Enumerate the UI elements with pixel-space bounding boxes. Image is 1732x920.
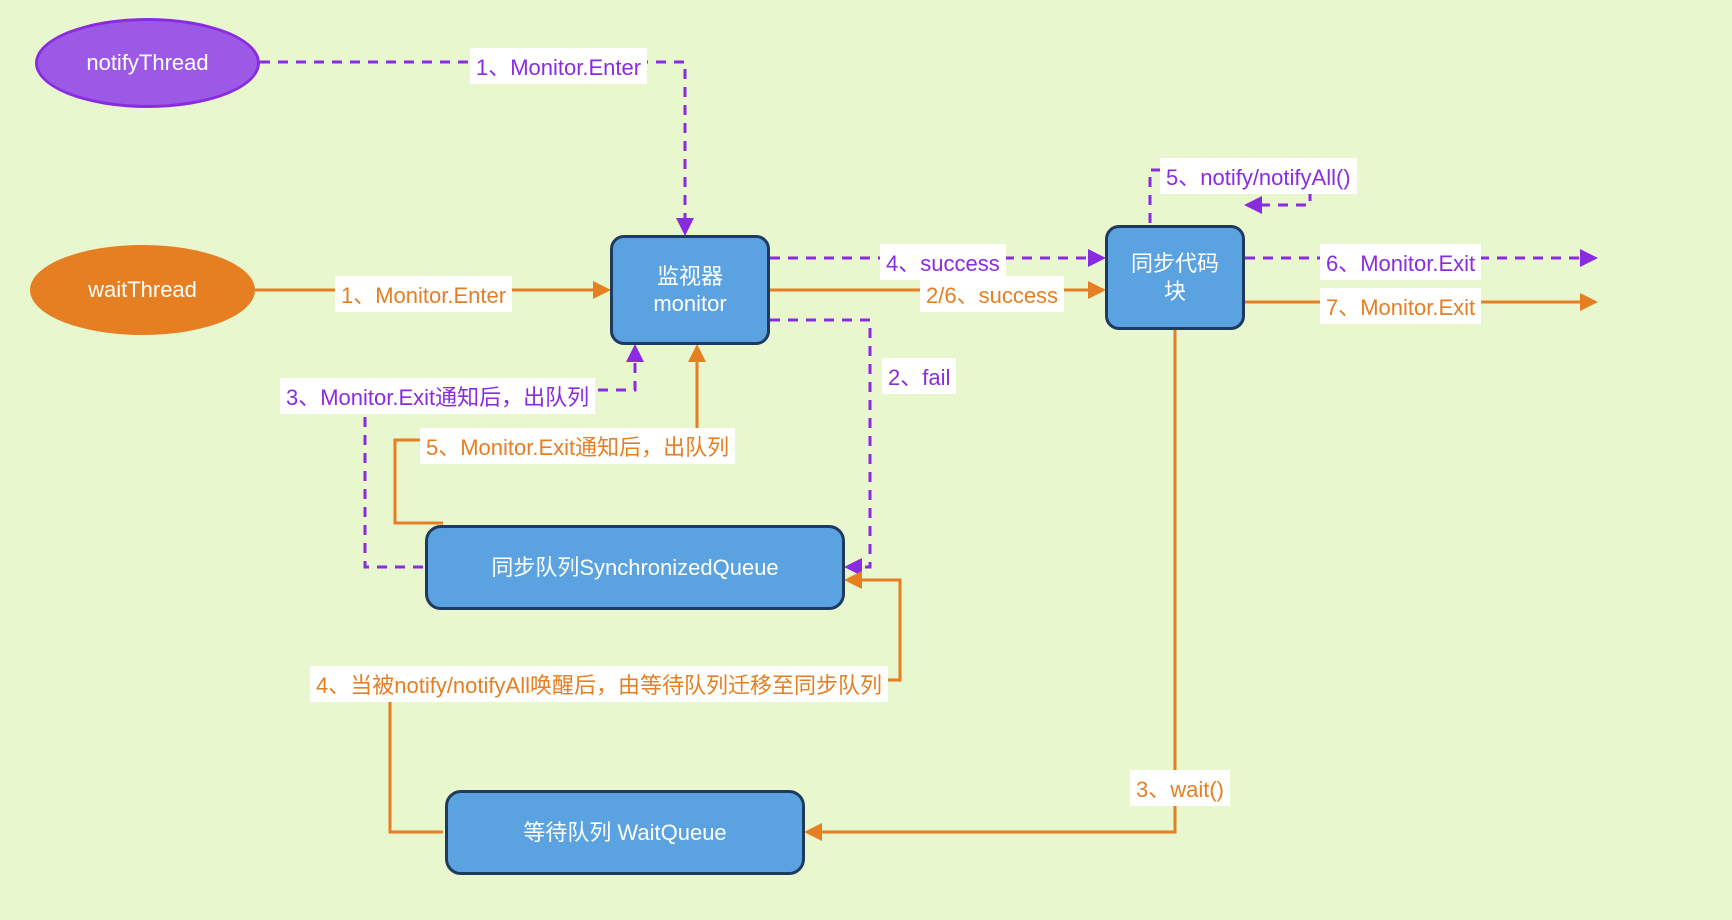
- e-notify-enter: [260, 62, 685, 233]
- node-monitor-label: 监视器 monitor: [653, 263, 726, 318]
- node-monitor: 监视器 monitor: [610, 235, 770, 345]
- node-waitQueue: 等待队列 WaitQueue: [445, 790, 805, 875]
- e-7-monitor-exit-label: 7、Monitor.Exit: [1320, 288, 1481, 324]
- node-waitThread-label: waitThread: [88, 276, 197, 304]
- node-syncQueue: 同步队列SynchronizedQueue: [425, 525, 845, 610]
- diagram-canvas: notifyThread waitThread 监视器 monitor 同步代码 块同…: [0, 0, 1732, 920]
- e-4-migrate-label: 4、当被notify/notifyAll唤醒后，由等待队列迁移至同步队列: [310, 666, 888, 702]
- node-syncBlock-label: 同步代码 块: [1131, 250, 1219, 305]
- e-3-exit-dequeue-label: 3、Monitor.Exit通知后，出队列: [280, 378, 595, 414]
- e-2-fail-label: 2、fail: [882, 358, 956, 394]
- node-notifyThread: notifyThread: [35, 18, 260, 108]
- node-notifyThread-label: notifyThread: [86, 49, 208, 77]
- e-3-wait: [807, 330, 1175, 832]
- node-waitQueue-label: 等待队列 WaitQueue: [523, 819, 726, 847]
- node-syncQueue-label: 同步队列SynchronizedQueue: [491, 554, 778, 582]
- e-wait-enter-label: 1、Monitor.Enter: [335, 276, 512, 312]
- e-5-notify-label: 5、notify/notifyAll(): [1160, 158, 1357, 194]
- e-4-success-label: 4、success: [880, 244, 1006, 280]
- e-3-wait-label: 3、wait(): [1130, 770, 1230, 806]
- node-syncBlock: 同步代码 块: [1105, 225, 1245, 330]
- e-26-success-label: 2/6、success: [920, 276, 1064, 312]
- e-notify-enter-label: 1、Monitor.Enter: [470, 48, 647, 84]
- e-6-monitor-exit-label: 6、Monitor.Exit: [1320, 244, 1481, 280]
- e-5-exit-dequeue-label: 5、Monitor.Exit通知后，出队列: [420, 428, 735, 464]
- node-waitThread: waitThread: [30, 245, 255, 335]
- edges-layer: [0, 0, 1732, 920]
